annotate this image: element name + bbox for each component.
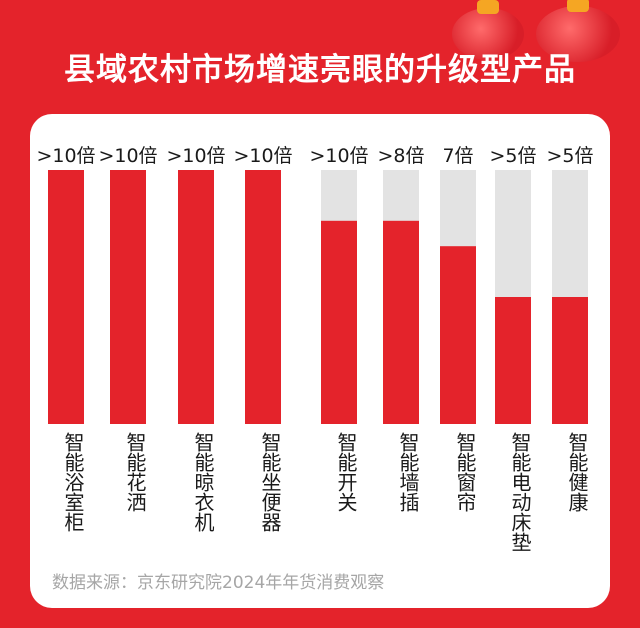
bar: [383, 220, 419, 424]
value-label: >10倍: [36, 145, 95, 167]
chart-title: 县域农村市场增速亮眼的升级型产品: [64, 52, 576, 88]
value-label: >8倍: [377, 145, 424, 167]
category-label: 智能浴室柜: [61, 432, 85, 532]
lantern-decoration-left: [452, 0, 524, 60]
bar: [245, 170, 281, 424]
bar-chart: >10倍 >10倍 >10倍 >10倍 >10倍 >8倍 7倍 >5倍 >5倍: [36, 145, 594, 424]
value-label: >10倍: [98, 145, 157, 167]
source-note: 数据来源：京东研究院2024年年货消费观察: [52, 573, 385, 593]
bar: [495, 297, 531, 424]
bar: [321, 220, 357, 424]
chart-panel: >10倍 >10倍 >10倍 >10倍 >10倍 >8倍 7倍 >5倍 >5倍 智能浴室柜 智能花…: [30, 114, 610, 608]
value-label: >10倍: [166, 145, 225, 167]
value-label: >5倍: [489, 145, 536, 167]
category-label: 智能花洒: [123, 432, 147, 512]
lantern-decoration-right: [536, 0, 620, 62]
category-label: 智能晾衣机: [191, 432, 215, 532]
bar: [552, 297, 588, 424]
value-label: >10倍: [233, 145, 292, 167]
bar: [178, 170, 214, 424]
value-label: >5倍: [546, 145, 593, 167]
bar: [48, 170, 84, 424]
category-label: 智能健康: [565, 432, 589, 512]
category-label: 智能电动床垫: [508, 432, 532, 552]
category-label: 智能墙插: [396, 432, 420, 512]
value-label: >10倍: [309, 145, 368, 167]
category-label: 智能开关: [334, 432, 358, 512]
category-label: 智能坐便器: [258, 432, 282, 532]
bar: [440, 246, 476, 424]
bar: [110, 170, 146, 424]
value-label: 7倍: [442, 145, 473, 167]
category-label: 智能窗帘: [453, 432, 477, 512]
